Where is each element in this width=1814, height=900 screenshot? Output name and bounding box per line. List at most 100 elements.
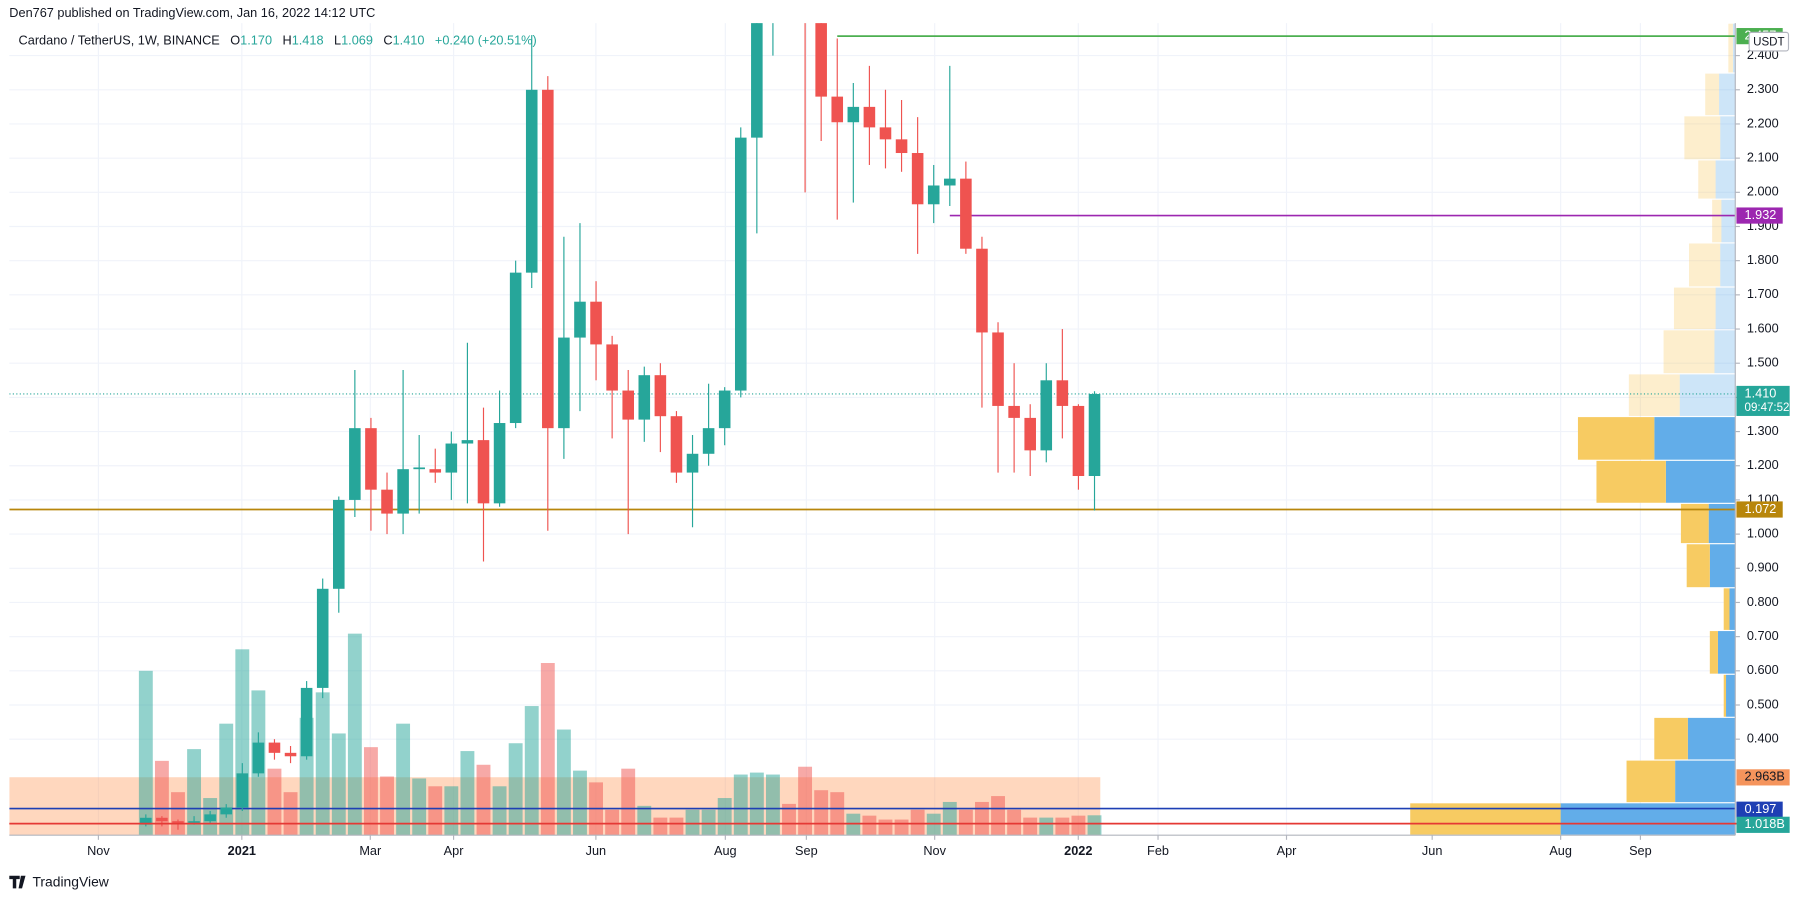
candle-body bbox=[461, 440, 474, 444]
volume-profile-up bbox=[1665, 460, 1736, 503]
volume-bar bbox=[396, 723, 411, 836]
price-badge-label: 1.072 bbox=[1745, 501, 1777, 516]
candle-body bbox=[493, 423, 506, 504]
volume-bar bbox=[814, 790, 829, 836]
volume-bar bbox=[573, 770, 587, 836]
y-tick-label: 1.500 bbox=[1747, 355, 1779, 370]
y-tick-label: 1.600 bbox=[1747, 320, 1779, 335]
candle-body bbox=[606, 344, 618, 391]
candle-body bbox=[718, 390, 731, 429]
candle-body bbox=[140, 817, 152, 825]
candle-body bbox=[413, 467, 425, 470]
volume-bar bbox=[637, 805, 652, 836]
volume-profile-up bbox=[1714, 330, 1736, 374]
candle-body bbox=[670, 416, 683, 473]
candle-body bbox=[542, 89, 554, 429]
volume-profile-up bbox=[1675, 760, 1736, 803]
y-tick-label: 2.300 bbox=[1747, 81, 1779, 96]
volume-bar bbox=[556, 729, 571, 836]
y-tick-label: 0.900 bbox=[1747, 560, 1779, 575]
candle-body bbox=[236, 773, 249, 808]
volume-bar bbox=[942, 801, 957, 836]
legend-line: Cardano / TetherUS, 1W, BINANCE O1.170 H… bbox=[19, 33, 537, 48]
candle-body bbox=[172, 821, 184, 823]
c-label: C bbox=[383, 33, 392, 48]
volume-ma-badge bbox=[1736, 769, 1790, 786]
x-tick-label: Jun bbox=[586, 843, 607, 858]
volume-profile-up bbox=[1720, 116, 1736, 160]
candle-body bbox=[911, 153, 924, 205]
change: +0.240 (+20.51%) bbox=[435, 33, 537, 48]
volume-bar bbox=[363, 747, 378, 836]
candle-body bbox=[654, 375, 667, 417]
volume-profile-up bbox=[1709, 544, 1736, 588]
volume-bar bbox=[685, 809, 700, 836]
x-tick-label: Apr bbox=[444, 843, 465, 858]
candle-body bbox=[220, 807, 233, 815]
volume-bar bbox=[331, 733, 346, 836]
candle-body bbox=[252, 742, 265, 774]
candle-body bbox=[831, 96, 844, 123]
candle-body bbox=[863, 106, 876, 128]
currency-label: USDT bbox=[1753, 36, 1784, 48]
candle-body bbox=[156, 817, 168, 822]
o-label: O bbox=[230, 33, 240, 48]
volume-bar bbox=[540, 663, 555, 836]
x-tick-label: Sep bbox=[795, 843, 818, 858]
l-label: L bbox=[334, 33, 341, 48]
candle-body bbox=[1088, 393, 1101, 477]
current-price-badge bbox=[1736, 385, 1790, 416]
y-tick-label: 1.300 bbox=[1747, 423, 1779, 438]
volume-profile-down bbox=[1654, 717, 1688, 760]
volume-profile-up bbox=[1720, 243, 1736, 287]
volume-profile-down bbox=[1663, 330, 1715, 374]
y-tick-label: 1.700 bbox=[1747, 286, 1779, 301]
volume-badge bbox=[1736, 816, 1790, 833]
volume-bar bbox=[958, 809, 973, 836]
candle-body bbox=[847, 106, 860, 123]
y-tick-label: 0.700 bbox=[1747, 628, 1779, 643]
volume-profile-up bbox=[1717, 631, 1736, 674]
volume-profile-down bbox=[1680, 503, 1709, 544]
volume-bar bbox=[460, 751, 475, 836]
candle-body bbox=[702, 428, 715, 454]
volume-bar bbox=[154, 760, 169, 836]
plot-area bbox=[9, 23, 1736, 836]
footer-text: TradingView bbox=[32, 873, 109, 889]
candle-body bbox=[960, 178, 972, 249]
candle-body bbox=[895, 139, 908, 154]
candle-body bbox=[976, 248, 988, 333]
volume-profile-down bbox=[1723, 588, 1730, 630]
h-value: 1.418 bbox=[292, 33, 324, 48]
volume-profile-up bbox=[1715, 160, 1736, 199]
axes: 0.4000.5000.6000.7000.8000.9001.0001.100… bbox=[87, 47, 1779, 858]
candle-body bbox=[1072, 405, 1085, 477]
candle-body bbox=[365, 428, 377, 490]
volume-bar bbox=[621, 768, 636, 836]
x-tick-label: Nov bbox=[87, 843, 110, 858]
volume-profile-up bbox=[1729, 588, 1736, 630]
candle-body bbox=[349, 428, 361, 500]
x-tick-label: Sep bbox=[1629, 843, 1652, 858]
candle-body bbox=[590, 301, 602, 345]
volume-bar bbox=[524, 706, 539, 836]
y-tick-label: 1.200 bbox=[1747, 457, 1779, 472]
candle-body bbox=[429, 469, 442, 473]
y-tick-label: 0.800 bbox=[1747, 594, 1779, 609]
candle-body bbox=[751, 23, 763, 138]
attribution: Den767 published on TradingView.com, Jan… bbox=[9, 5, 375, 20]
volume-bar bbox=[219, 723, 234, 836]
volume-profile-up bbox=[1721, 199, 1736, 243]
candle-body bbox=[316, 588, 329, 688]
volume-bar bbox=[862, 815, 877, 836]
volume-profile-down bbox=[1728, 23, 1733, 73]
volume-bar bbox=[315, 692, 330, 836]
volume-bar bbox=[717, 798, 732, 836]
candle-body bbox=[332, 499, 345, 589]
candle-body bbox=[525, 89, 538, 273]
price-badge bbox=[1736, 501, 1783, 518]
candle-body bbox=[927, 185, 940, 205]
volume-profile-down bbox=[1689, 243, 1721, 287]
volume-profile-down bbox=[1705, 73, 1720, 116]
